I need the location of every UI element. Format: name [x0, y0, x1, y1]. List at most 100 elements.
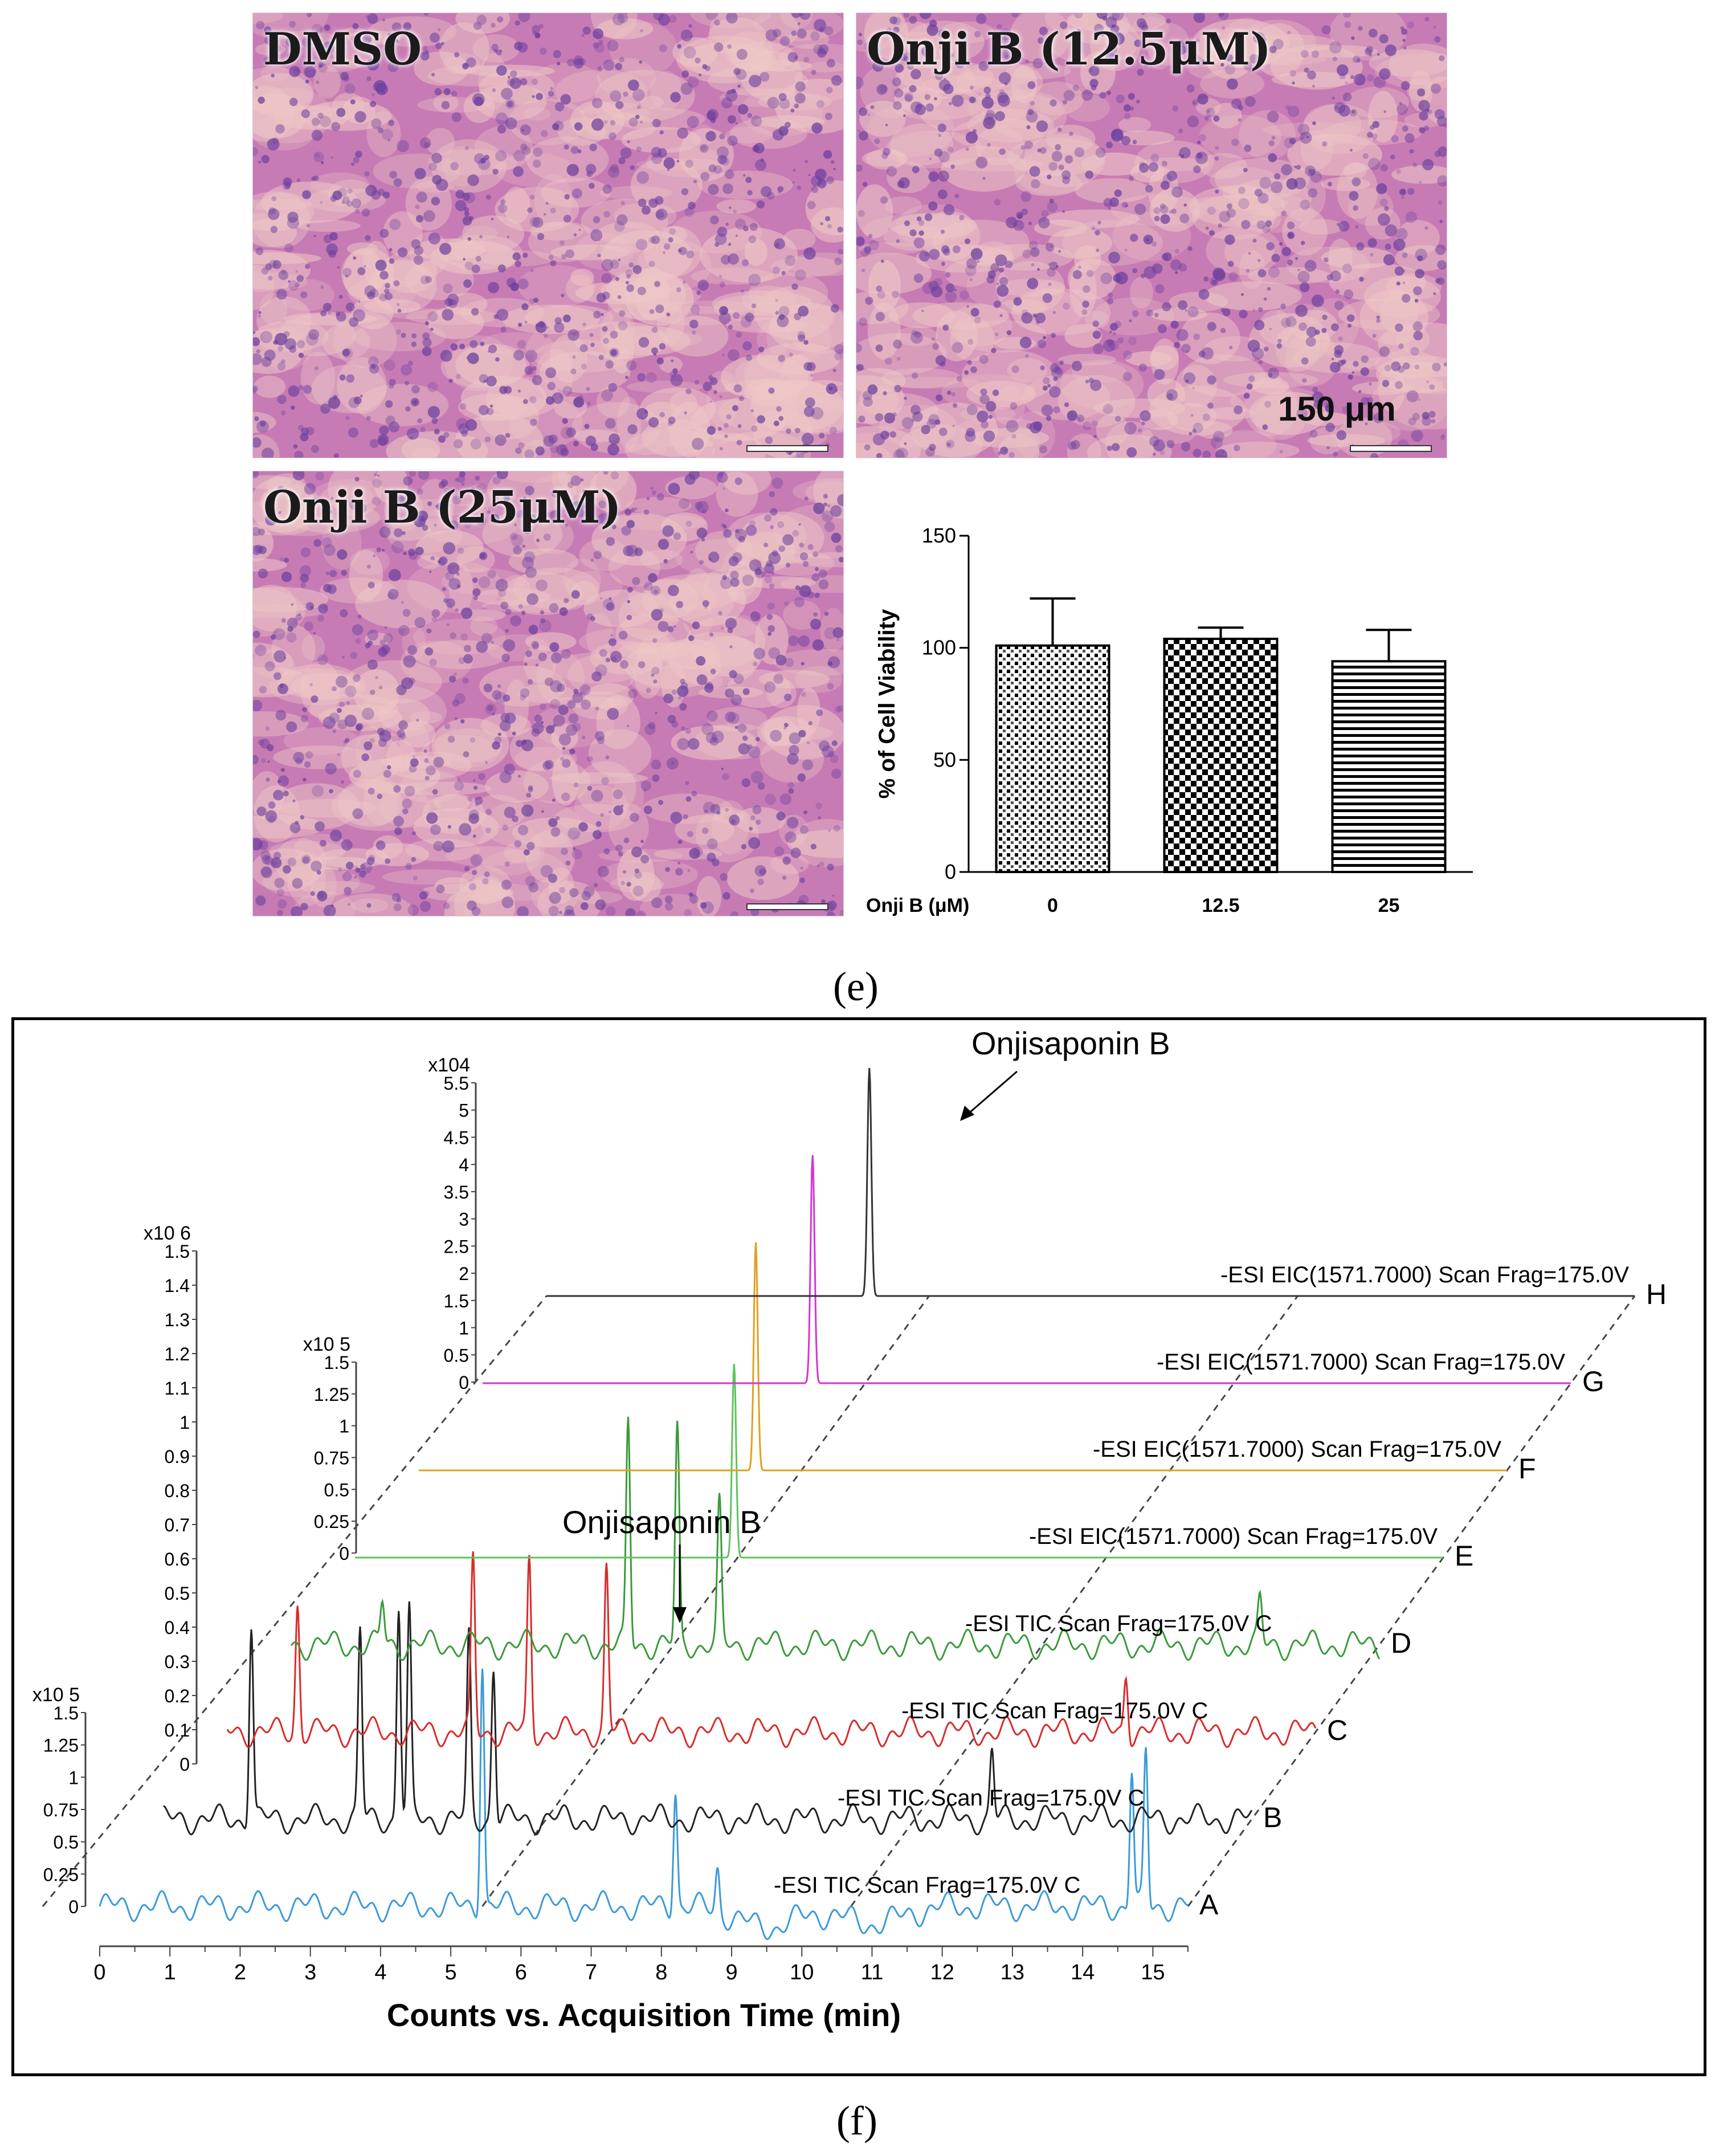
stained-cell: [663, 693, 673, 704]
stained-cell: [1431, 419, 1436, 423]
stained-cell: [892, 77, 901, 87]
stained-cell: [658, 621, 669, 632]
stain-clear-patch: [627, 443, 667, 455]
stain-clear-patch: [588, 729, 652, 778]
stained-cell: [665, 902, 673, 911]
stained-cell: [542, 761, 552, 771]
stain-clear-patch: [547, 696, 625, 708]
stain-clear-patch: [707, 707, 767, 732]
stained-cell: [716, 146, 729, 158]
stained-cell: [355, 638, 361, 644]
stained-cell: [776, 406, 782, 412]
stained-cell: [491, 218, 494, 221]
stained-cell: [639, 60, 643, 64]
stained-cell: [591, 118, 604, 131]
stained-cell: [571, 849, 583, 860]
stained-cell: [536, 539, 540, 543]
stain-clear-patch: [1224, 234, 1275, 270]
stained-cell: [938, 133, 941, 137]
stained-cell: [329, 789, 333, 794]
stained-cell: [427, 501, 432, 506]
stained-cell: [553, 50, 561, 59]
stain-clear-patch: [469, 794, 526, 829]
stained-cell: [687, 869, 691, 872]
stained-cell: [603, 120, 608, 124]
stained-cell: [459, 403, 467, 410]
stained-cell: [1301, 357, 1309, 365]
stained-cell: [889, 431, 897, 438]
stained-cell: [1159, 203, 1166, 209]
stained-cell: [593, 551, 602, 560]
stained-cell: [313, 151, 324, 162]
stained-cell: [1039, 26, 1048, 36]
stained-cell: [431, 616, 438, 622]
stained-cell: [546, 326, 549, 329]
stained-cell: [808, 721, 813, 726]
stained-cell: [1112, 332, 1116, 336]
stained-cell: [823, 150, 832, 159]
stained-cell: [798, 334, 806, 342]
micrograph-label: DMSO: [263, 23, 422, 75]
stained-cell: [253, 630, 260, 638]
stained-cell: [1330, 270, 1341, 282]
stained-cell: [361, 753, 369, 761]
stained-cell: [597, 254, 601, 258]
stained-cell: [1401, 28, 1408, 35]
micrograph-dmso: DMSO: [252, 13, 844, 458]
stained-cell: [811, 407, 824, 420]
stained-cell: [770, 525, 774, 529]
stained-cell: [350, 162, 355, 166]
stained-cell: [609, 597, 612, 600]
stained-cell: [375, 840, 386, 850]
stained-cell: [337, 549, 348, 560]
stained-cell: [1359, 276, 1364, 282]
stained-cell: [1336, 430, 1347, 441]
x-tick-label: 10: [790, 1961, 814, 1984]
stained-cell: [659, 343, 666, 350]
x-tick-label: 8: [655, 1961, 667, 1984]
stained-cell: [1036, 120, 1048, 132]
stained-cell: [784, 693, 792, 702]
stained-cell: [942, 324, 949, 331]
stain-clear-patch: [1330, 420, 1401, 445]
stained-cell: [352, 23, 359, 30]
trace-label-H: -ESI EIC(1571.7000) Scan Frag=175.0V: [1220, 1262, 1629, 1287]
stained-cell: [646, 687, 651, 694]
stained-cell: [434, 524, 437, 527]
stained-cell: [1264, 401, 1272, 408]
stained-cell: [581, 735, 586, 740]
stained-cell: [810, 618, 822, 630]
stained-cell: [560, 448, 569, 457]
stained-cell: [505, 609, 512, 615]
stained-cell: [353, 396, 362, 405]
stained-cell: [1332, 56, 1337, 62]
stained-cell: [457, 778, 460, 781]
stained-cell: [526, 842, 535, 850]
stained-cell: [830, 754, 839, 763]
stained-cell: [336, 675, 348, 688]
stained-cell: [510, 283, 518, 291]
stained-cell: [1188, 43, 1191, 46]
stained-cell: [782, 875, 787, 881]
stain-clear-patch: [293, 891, 356, 916]
scale-left-tick-label: 1.5: [165, 1241, 190, 1262]
stained-cell: [403, 476, 413, 486]
stained-cell: [624, 508, 632, 516]
stained-cell: [778, 93, 787, 101]
stained-cell: [788, 635, 799, 646]
stained-cell: [289, 66, 300, 78]
stain-clear-patch: [700, 227, 798, 283]
stained-cell: [634, 507, 638, 511]
stain-clear-patch: [342, 96, 375, 124]
stained-cell: [572, 723, 581, 732]
stained-cell: [637, 286, 646, 295]
stained-cell: [979, 354, 989, 364]
stained-cell: [730, 88, 736, 94]
stained-cell: [717, 226, 728, 237]
stained-cell: [667, 715, 676, 724]
stained-cell: [921, 309, 924, 312]
stained-cell: [928, 201, 938, 211]
stained-cell: [1064, 402, 1069, 407]
stained-cell: [1046, 242, 1055, 252]
stained-cell: [1072, 270, 1082, 279]
